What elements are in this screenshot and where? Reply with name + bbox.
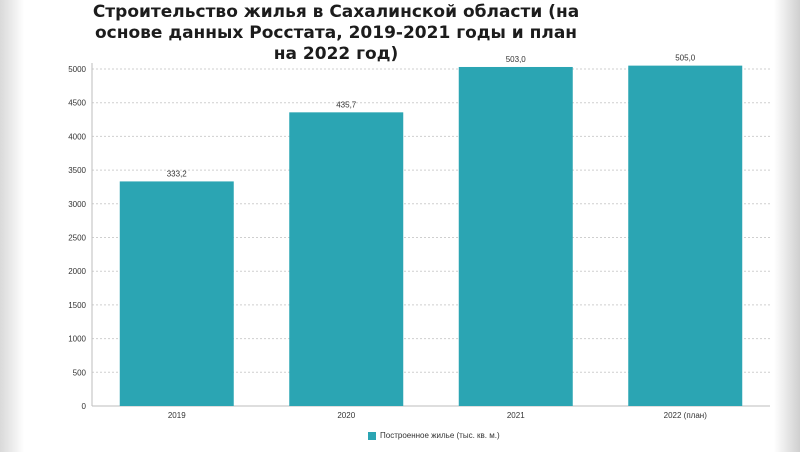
bar-2019 — [119, 181, 234, 406]
x-tick-label: 2020 — [337, 411, 355, 420]
x-tick-label: 2019 — [168, 411, 186, 420]
y-tick-label: 500 — [73, 368, 87, 377]
right-edge-shadow — [774, 0, 800, 452]
x-tick-label: 2022 (план) — [664, 411, 708, 420]
bar-2020 — [289, 112, 404, 407]
y-tick-label: 0 — [82, 402, 87, 411]
y-tick-label: 1000 — [68, 335, 86, 344]
y-tick-label: 4500 — [68, 99, 86, 108]
legend-swatch — [368, 431, 376, 440]
bar-2022-план — [628, 65, 743, 406]
data-label: 503,0 — [506, 55, 527, 64]
data-label: 505,0 — [675, 54, 696, 63]
y-tick-label: 3500 — [68, 166, 86, 175]
y-tick-label: 1500 — [68, 301, 86, 310]
y-tick-label: 3000 — [68, 200, 86, 209]
bar-2021 — [458, 66, 573, 406]
x-tick-label: 2021 — [507, 411, 525, 420]
data-label: 435,7 — [336, 100, 357, 109]
legend-label: Построенное жилье (тыс. кв. м.) — [380, 431, 500, 440]
y-tick-label: 4000 — [68, 132, 86, 141]
legend: Построенное жилье (тыс. кв. м.) — [368, 431, 500, 440]
y-tick-label: 2500 — [68, 234, 86, 243]
y-tick-label: 2000 — [68, 267, 86, 276]
chart-title: Строительство жилья в Сахалинской област… — [92, 2, 580, 64]
data-label: 333,2 — [167, 169, 188, 178]
y-tick-label: 5000 — [68, 65, 86, 74]
left-edge-shadow — [0, 0, 24, 452]
